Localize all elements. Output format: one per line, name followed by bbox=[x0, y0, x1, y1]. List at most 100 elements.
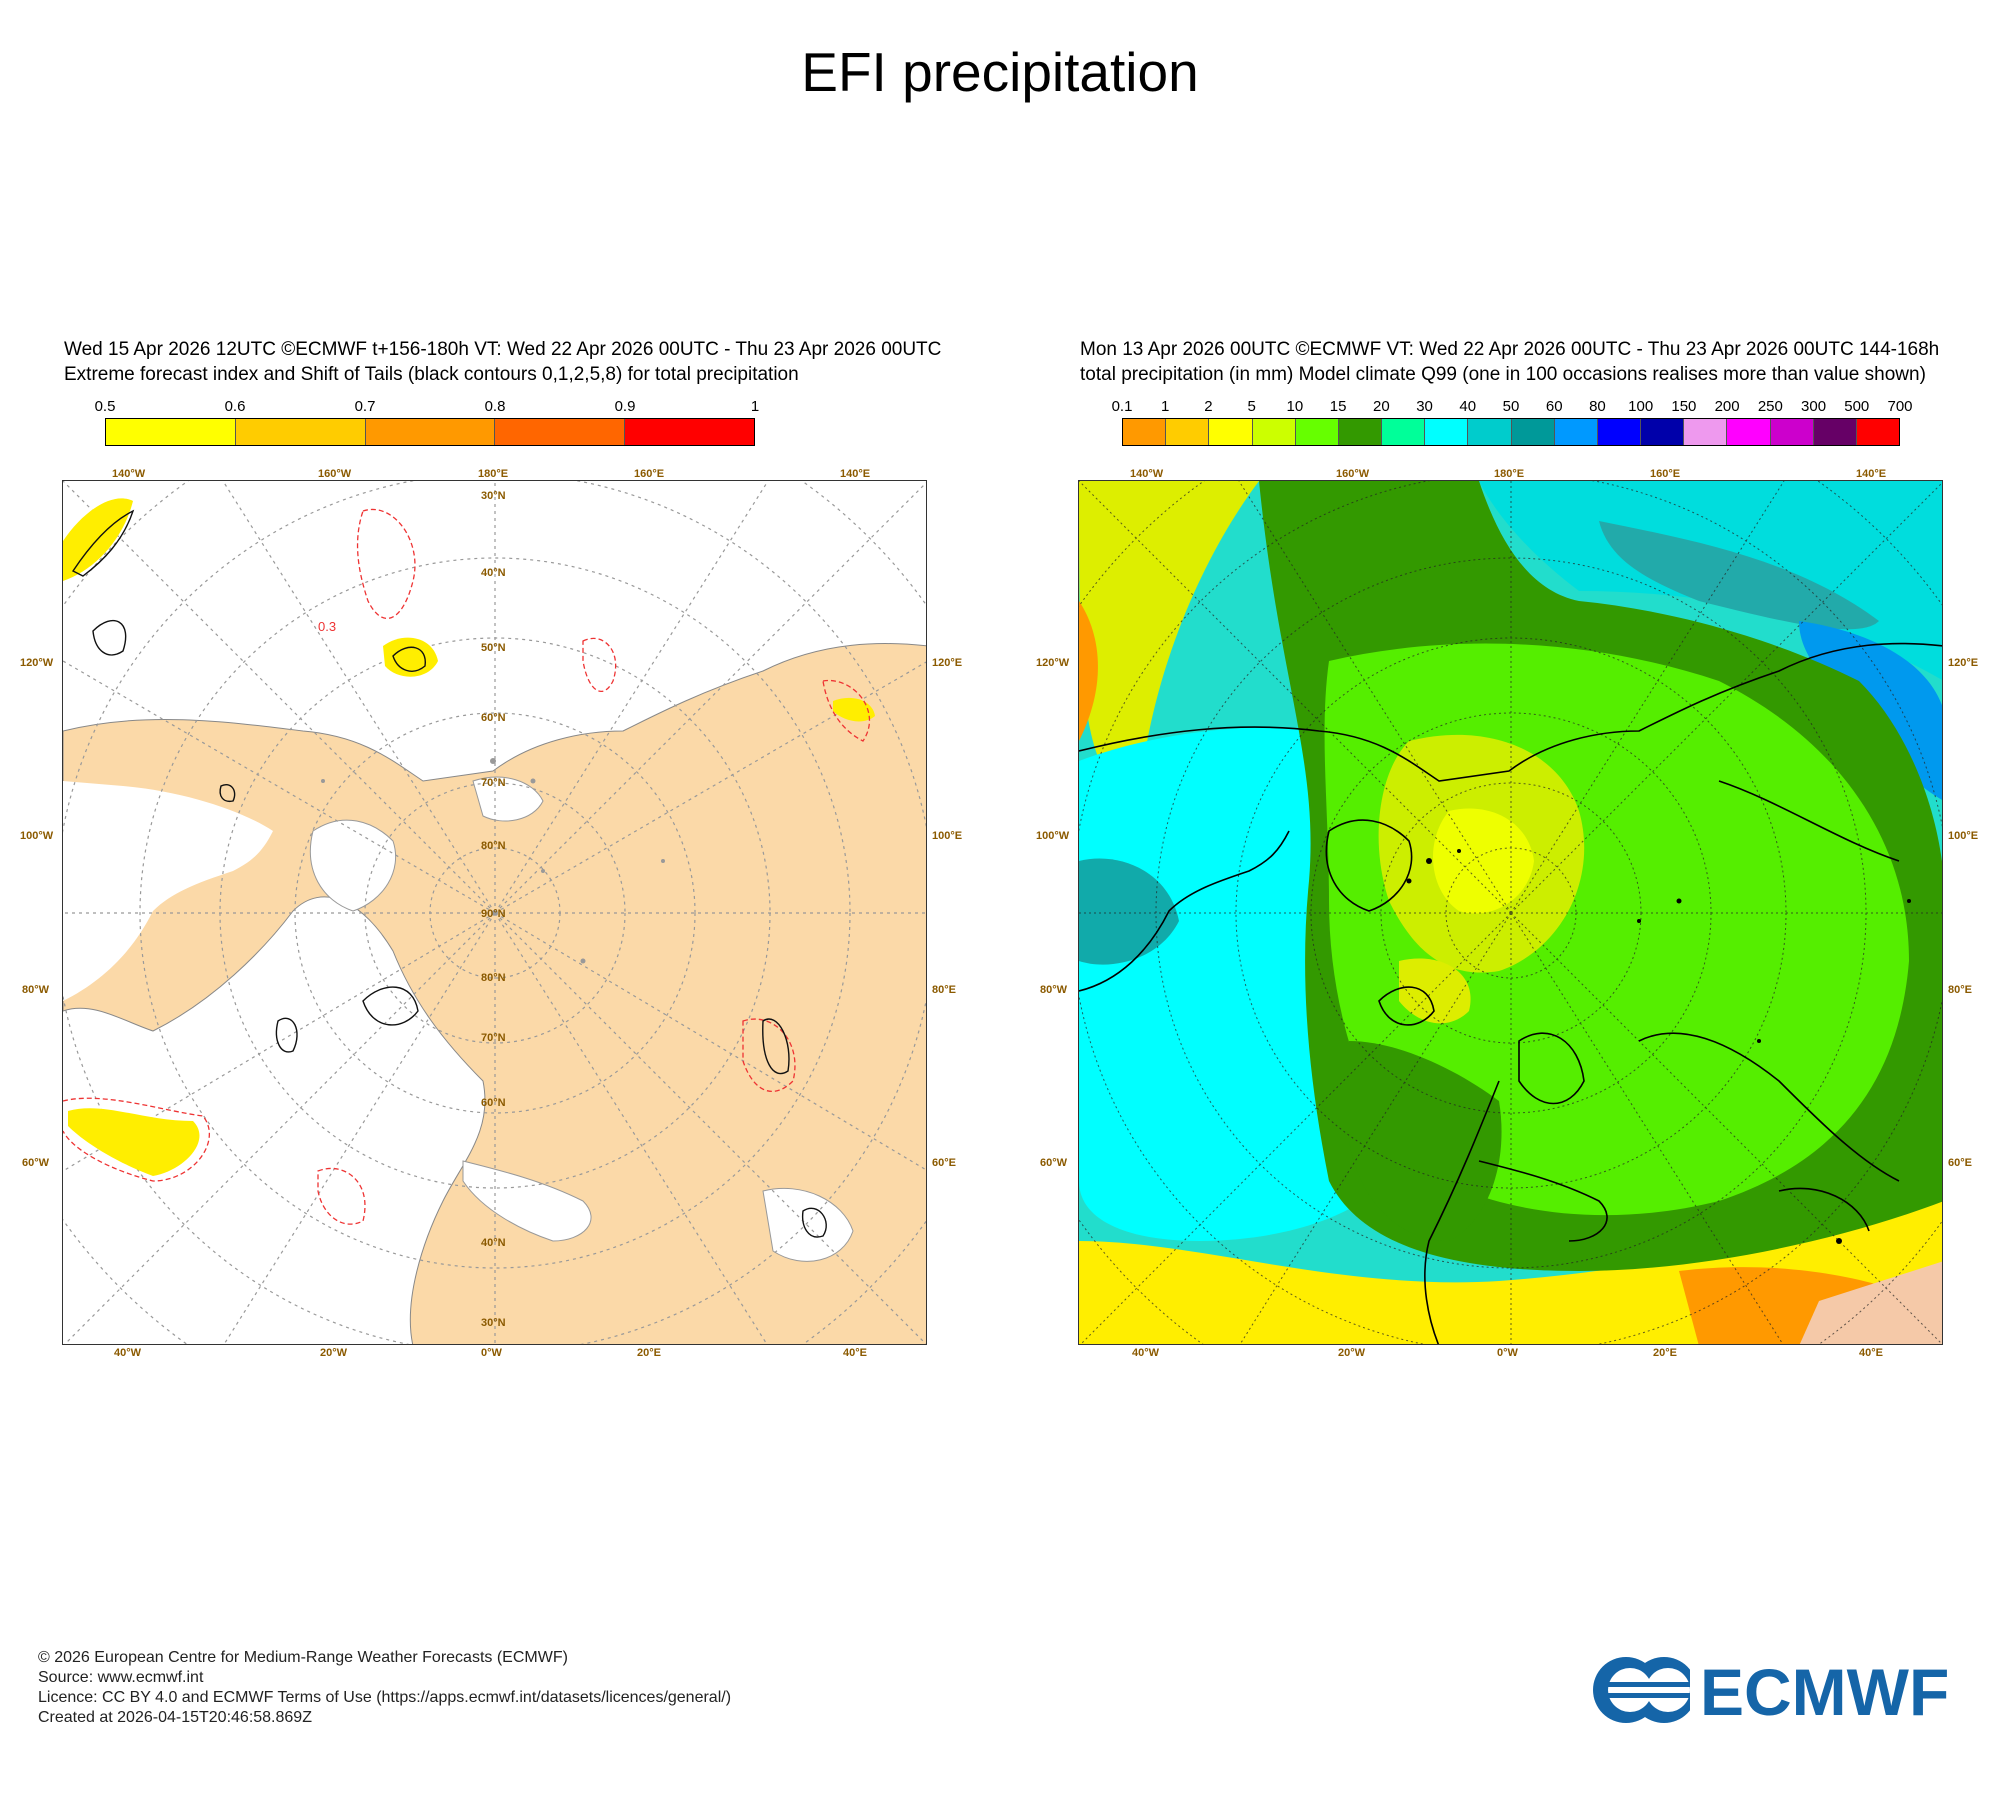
left-lon-bottom-4: 40°E bbox=[843, 1347, 867, 1359]
right-lon-left-0: 120°W bbox=[1036, 657, 1070, 669]
left-lon-right-1: 100°E bbox=[932, 830, 963, 842]
lat-label-40n-bottom: 40°N bbox=[481, 1237, 506, 1249]
lat-label-40n-top: 40°N bbox=[481, 567, 506, 579]
ecmwf-logo-text: ECMWF bbox=[1700, 1655, 1949, 1725]
left-colorbar-label: 0.5 bbox=[94, 398, 116, 415]
right-colorbar-segment bbox=[1166, 419, 1210, 445]
right-lon-right-0: 120°E bbox=[1948, 657, 1979, 669]
left-colorbar-label: 0.6 bbox=[224, 398, 246, 415]
right-colorbar-label: 150 bbox=[1671, 398, 1697, 415]
lat-label-50n-top: 50°N bbox=[481, 642, 506, 654]
right-colorbar-segment bbox=[1641, 419, 1685, 445]
left-lon-bottom-0: 40°W bbox=[114, 1347, 142, 1359]
footer-copyright: © 2026 European Centre for Medium-Range … bbox=[38, 1649, 568, 1666]
right-colorbar bbox=[1122, 418, 1900, 446]
ecmwf-logo: ECMWF bbox=[1590, 1655, 1965, 1729]
right-colorbar-segment bbox=[1295, 419, 1339, 445]
footer-created: Created at 2026-04-15T20:46:58.869Z bbox=[38, 1709, 312, 1726]
left-colorbar-segment bbox=[365, 419, 496, 445]
right-colorbar-label: 1 bbox=[1161, 398, 1170, 415]
right-colorbar-label: 10 bbox=[1286, 398, 1304, 415]
left-lon-top-2: 180°E bbox=[478, 468, 509, 480]
left-lon-top-1: 160°W bbox=[318, 468, 352, 480]
right-lon-bottom-1: 20°W bbox=[1338, 1347, 1366, 1359]
right-map-svg bbox=[1079, 481, 1942, 1344]
right-lon-right-1: 100°E bbox=[1948, 830, 1979, 842]
left-panel-header: Wed 15 Apr 2026 12UTC ©ECMWF t+156-180h … bbox=[64, 337, 941, 387]
left-header-line1: Wed 15 Apr 2026 12UTC ©ECMWF t+156-180h … bbox=[64, 339, 942, 360]
right-colorbar-label: 700 bbox=[1887, 398, 1913, 415]
lat-label-80n-bottom: 80°N bbox=[481, 972, 506, 984]
right-colorbar-segment bbox=[1123, 419, 1167, 445]
left-lon-left-3: 60°W bbox=[22, 1157, 50, 1169]
left-lon-bottom-1: 20°W bbox=[320, 1347, 348, 1359]
lat-label-60n-bottom: 60°N bbox=[481, 1097, 506, 1109]
left-lon-top-4: 140°E bbox=[840, 468, 871, 480]
right-lon-right-2: 80°E bbox=[1948, 984, 1972, 996]
right-colorbar-label: 80 bbox=[1589, 398, 1606, 415]
left-colorbar-labels: 0.5 0.6 0.7 0.8 0.9 1 bbox=[95, 398, 760, 418]
right-lon-left-1: 100°W bbox=[1036, 830, 1070, 842]
lat-label-30n-bottom: 30°N bbox=[481, 1317, 506, 1329]
right-colorbar-label: 100 bbox=[1628, 398, 1654, 415]
right-colorbar-label: 300 bbox=[1801, 398, 1827, 415]
right-colorbar-segment bbox=[1554, 419, 1598, 445]
lat-label-90n: 90°N bbox=[481, 908, 506, 920]
left-lon-bottom-3: 20°E bbox=[637, 1347, 661, 1359]
left-colorbar-segment bbox=[106, 419, 236, 445]
right-lon-left-2: 80°W bbox=[1040, 984, 1068, 996]
ecmwf-logo-icon: ECMWF bbox=[1593, 1655, 1949, 1729]
left-map-svg: 0.3 30°N 40°N 50°N 60°N 70°N 80°N 90°N 8… bbox=[63, 481, 926, 1344]
left-colorbar-label: 0.7 bbox=[354, 398, 376, 415]
right-lon-bottom-2: 0°W bbox=[1497, 1347, 1518, 1359]
lat-label-70n-top: 70°N bbox=[481, 777, 506, 789]
right-colorbar-label: 200 bbox=[1714, 398, 1740, 415]
right-colorbar-label: 2 bbox=[1204, 398, 1213, 415]
right-colorbar-segment bbox=[1813, 419, 1857, 445]
right-lon-top-4: 140°E bbox=[1856, 468, 1887, 480]
right-colorbar-segment bbox=[1338, 419, 1383, 445]
right-header-line2: total precipitation (in mm) Model climat… bbox=[1080, 364, 1926, 385]
left-colorbar-segment bbox=[625, 419, 754, 445]
right-colorbar-label: 30 bbox=[1416, 398, 1433, 415]
footer-source: Source: www.ecmwf.int bbox=[38, 1669, 204, 1686]
right-lon-bottom-3: 20°E bbox=[1653, 1347, 1677, 1359]
left-lon-left-1: 100°W bbox=[20, 830, 54, 842]
right-colorbar-label: 500 bbox=[1844, 398, 1870, 415]
left-lon-top-3: 160°E bbox=[634, 468, 665, 480]
right-lon-top-0: 140°W bbox=[1130, 468, 1164, 480]
right-lon-bottom-4: 40°E bbox=[1859, 1347, 1883, 1359]
left-colorbar-segment bbox=[495, 419, 626, 445]
right-colorbar-segment bbox=[1382, 419, 1426, 445]
left-efi-map: 0.3 30°N 40°N 50°N 60°N 70°N 80°N 90°N 8… bbox=[62, 480, 927, 1345]
right-colorbar-segment bbox=[1770, 419, 1814, 445]
left-lon-left-2: 80°W bbox=[22, 984, 50, 996]
right-colorbar-segment bbox=[1856, 419, 1900, 445]
footer-licence: Licence: CC BY 4.0 and ECMWF Terms of Us… bbox=[38, 1689, 732, 1706]
left-lon-right-2: 80°E bbox=[932, 984, 956, 996]
right-lon-bottom-0: 40°W bbox=[1132, 1347, 1160, 1359]
lat-label-70n-bottom: 70°N bbox=[481, 1032, 506, 1044]
right-panel-header: Mon 13 Apr 2026 00UTC ©ECMWF VT: Wed 22 … bbox=[1080, 337, 1939, 387]
left-colorbar-label: 1 bbox=[750, 398, 760, 415]
right-colorbar-label: 0.1 bbox=[1111, 398, 1133, 415]
lat-label-60n-top: 60°N bbox=[481, 712, 506, 724]
right-colorbar-label: 60 bbox=[1545, 398, 1563, 415]
right-lon-top-1: 160°W bbox=[1336, 468, 1370, 480]
right-colorbar-segment bbox=[1597, 419, 1642, 445]
left-lon-right-3: 60°E bbox=[932, 1157, 956, 1169]
right-precip-map bbox=[1078, 480, 1943, 1345]
right-colorbar-segment bbox=[1511, 419, 1555, 445]
page-title: EFI precipitation bbox=[801, 41, 1199, 103]
right-colorbar-segment bbox=[1684, 419, 1728, 445]
right-lon-top-2: 180°E bbox=[1494, 468, 1525, 480]
footer: © 2026 European Centre for Medium-Range … bbox=[38, 1648, 731, 1728]
left-colorbar-segment bbox=[235, 419, 366, 445]
left-header-line2: Extreme forecast index and Shift of Tail… bbox=[64, 364, 799, 385]
right-colorbar-segment bbox=[1425, 419, 1469, 445]
right-colorbar-label: 5 bbox=[1247, 398, 1256, 415]
right-lon-top-3: 160°E bbox=[1650, 468, 1681, 480]
right-colorbar-labels: 0.1 1 2 5 10 15 20 30 40 50 60 80 100 150 200 250 300 500… bbox=[1112, 398, 1913, 418]
left-lon-bottom-2: 0°W bbox=[481, 1347, 502, 1359]
left-colorbar bbox=[105, 418, 755, 446]
